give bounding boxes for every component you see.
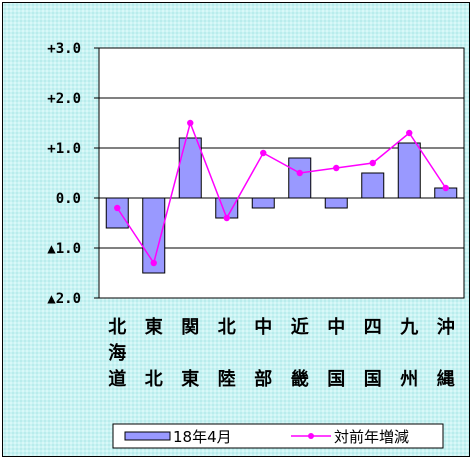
- y-axis: +3.0 +2.0 +1.0 0.0 ▲1.0 ▲2.0: [47, 41, 99, 307]
- legend-bar-label: 18年4月: [173, 428, 232, 446]
- y-tick-label: +1.0: [47, 141, 81, 157]
- bar: [361, 172, 385, 199]
- line-point: [406, 129, 413, 137]
- line-point: [333, 164, 340, 172]
- bar: [178, 137, 202, 199]
- category-label: 部: [254, 368, 272, 390]
- category-label: 国: [364, 369, 382, 390]
- category-label: 陸: [218, 368, 236, 390]
- y-tick-label: ▲1.0: [47, 241, 81, 257]
- line-point: [223, 214, 230, 222]
- line-point: [442, 184, 449, 192]
- bar-series: [105, 137, 458, 274]
- line-point: [296, 169, 303, 177]
- category-label: 道: [108, 368, 126, 390]
- category-label: 四: [364, 317, 382, 338]
- category-label: 北: [108, 317, 126, 338]
- line-point: [114, 204, 121, 212]
- legend: 18年4月 対前年増減: [112, 423, 444, 449]
- category-label: 北: [218, 317, 236, 338]
- series-line: [116, 120, 447, 265]
- category-label: 畿: [291, 368, 309, 390]
- line-point: [260, 149, 267, 157]
- category-label: 国: [327, 369, 345, 390]
- category-label: 中: [254, 316, 272, 338]
- legend-bar-swatch: [124, 431, 171, 441]
- line-point: [369, 159, 376, 167]
- line-point: [150, 259, 157, 267]
- legend-line-label: 対前年増減: [334, 428, 409, 446]
- category-label: 東: [145, 316, 163, 338]
- line-series: [114, 119, 449, 267]
- bar: [397, 142, 421, 199]
- category-label: 九: [399, 317, 418, 338]
- chart: +3.0+2.0+1.00.0▲1.0▲2.0 北海道東北関東北陸中部近畿中国四…: [47, 41, 465, 449]
- bar: [251, 197, 275, 209]
- category-label: 近: [291, 316, 309, 338]
- bar: [105, 197, 129, 229]
- y-tick-label: +2.0: [47, 91, 81, 107]
- category-label: 海: [108, 342, 126, 364]
- category-label: 縄: [437, 368, 455, 390]
- y-tick-label: ▲2.0: [47, 291, 81, 307]
- bar: [324, 197, 348, 209]
- category-label: 東: [181, 368, 199, 390]
- legend-line-marker: [308, 433, 314, 439]
- category-label: 中: [327, 316, 345, 338]
- category-label: 沖: [437, 316, 455, 338]
- line-point: [187, 119, 194, 127]
- y-tick-label: +3.0: [47, 41, 81, 57]
- category-label: 関: [181, 317, 199, 338]
- category-label: 北: [145, 369, 163, 390]
- category-label: 州: [399, 369, 418, 390]
- bar: [288, 157, 312, 199]
- y-tick-label: 0.0: [56, 191, 81, 207]
